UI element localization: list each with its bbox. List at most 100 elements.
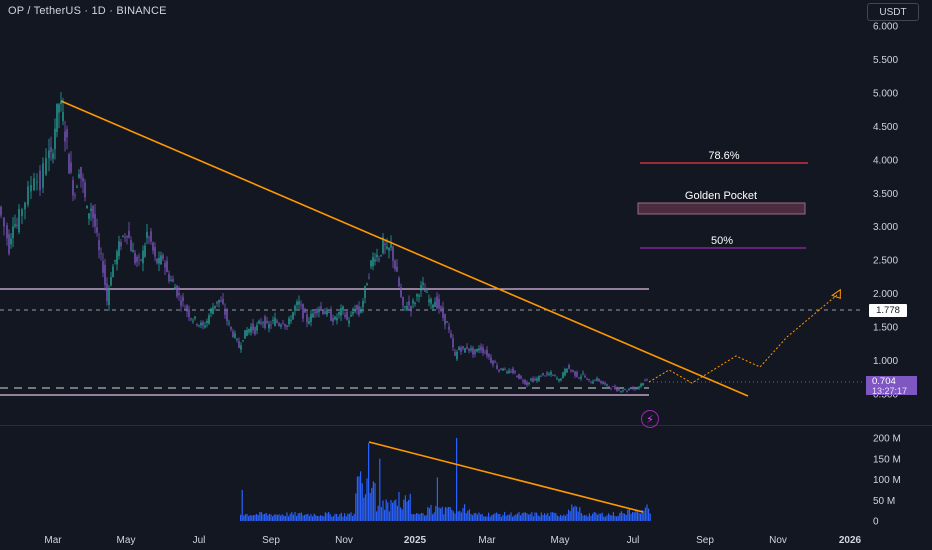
volume-bar [464, 504, 466, 521]
price-candle [388, 247, 390, 251]
volume-bar [625, 514, 627, 521]
volume-bar [555, 512, 557, 521]
volume-bar [606, 515, 608, 521]
price-candle [488, 354, 490, 357]
price-candle [84, 182, 86, 198]
price-candle [478, 348, 480, 351]
time-tick-label: Sep [696, 535, 714, 546]
time-tick-label: 2026 [839, 535, 862, 546]
price-candle [498, 369, 500, 372]
volume-bar [396, 505, 398, 521]
currency-button[interactable]: USDT [867, 3, 919, 21]
price-candle [596, 378, 598, 381]
price-candle [462, 346, 464, 349]
price-candle [266, 320, 268, 323]
price-candle [202, 322, 204, 326]
volume-bar [473, 513, 475, 521]
price-candle [6, 225, 8, 239]
volume-bar [595, 512, 597, 521]
volume-bar [468, 509, 470, 521]
symbol-title[interactable]: OP / TetherUS · 1D · BINANCE [8, 5, 167, 17]
price-candle [100, 252, 102, 254]
price-candle [334, 316, 336, 320]
price-candle [150, 231, 152, 242]
price-candle [286, 325, 288, 328]
volume-bar [424, 515, 426, 521]
price-candle [552, 374, 554, 376]
price-candle [246, 329, 248, 336]
price-tick-label: 2.000 [873, 289, 898, 300]
volume-bar [507, 514, 509, 521]
price-candle [342, 306, 344, 311]
volume-bar [259, 511, 261, 521]
price-candle [460, 347, 462, 352]
price-candle [184, 308, 186, 310]
price-candle [192, 320, 194, 322]
volume-bar [257, 515, 259, 521]
price-candle [126, 236, 128, 238]
volume-tick-label: 150 M [873, 454, 901, 465]
price-candle [550, 372, 552, 375]
volume-bar [382, 500, 384, 521]
price-candle [510, 371, 512, 373]
price-candle [628, 388, 630, 391]
price-candle [208, 315, 210, 324]
price-candle [528, 382, 530, 385]
price-candle [118, 241, 120, 257]
price-candle [646, 379, 648, 381]
descending-trendline [60, 100, 749, 397]
price-candle [464, 348, 466, 353]
price-candle [170, 279, 172, 281]
price-candle [248, 328, 250, 333]
volume-bar [403, 499, 405, 521]
volume-bar [536, 512, 538, 521]
price-candle [112, 266, 114, 278]
volume-bar [425, 515, 427, 521]
price-candle [586, 379, 588, 380]
price-candle [326, 309, 328, 315]
volume-bar [462, 507, 464, 521]
last-price-value: 0.704 [872, 376, 896, 387]
price-candle [292, 312, 294, 320]
volume-bar [345, 516, 347, 521]
price-candle [636, 387, 638, 389]
volume-axis: 0 50 M 100 M 150 M 200 M [873, 434, 901, 528]
volume-bar [432, 514, 434, 521]
volume-bar [622, 513, 624, 521]
price-candle [406, 305, 408, 311]
price-candle [434, 301, 436, 307]
volume-bar [603, 516, 605, 521]
volume-bar [465, 513, 467, 521]
price-candle [178, 292, 180, 296]
volume-bar [358, 476, 360, 521]
volume-bar [332, 516, 334, 521]
price-candle [482, 347, 484, 354]
volume-bar [571, 504, 573, 521]
price-candle [276, 320, 278, 323]
volume-bar [353, 513, 355, 521]
price-tick-label: 5.500 [873, 55, 898, 66]
price-candle [24, 202, 26, 210]
volume-bar [633, 512, 635, 521]
volume-bar [433, 512, 435, 521]
price-candle [304, 309, 306, 313]
price-candle [222, 298, 224, 304]
price-candle [638, 386, 640, 389]
price-candle [322, 310, 324, 314]
volume-bar [409, 493, 411, 521]
price-candle [62, 112, 64, 122]
price-candle [616, 387, 618, 392]
price-candle [164, 262, 166, 268]
volume-bar [422, 513, 424, 521]
price-candle [512, 368, 514, 374]
volume-bar [553, 512, 555, 521]
price-candle [114, 260, 116, 262]
lightning-icon[interactable]: ⚡ [641, 410, 659, 428]
price-candle [158, 257, 160, 264]
price-candle [76, 186, 78, 188]
price-candle [514, 371, 516, 373]
volume-bar [323, 516, 325, 521]
price-candle [298, 301, 300, 305]
volume-bar [318, 516, 320, 521]
